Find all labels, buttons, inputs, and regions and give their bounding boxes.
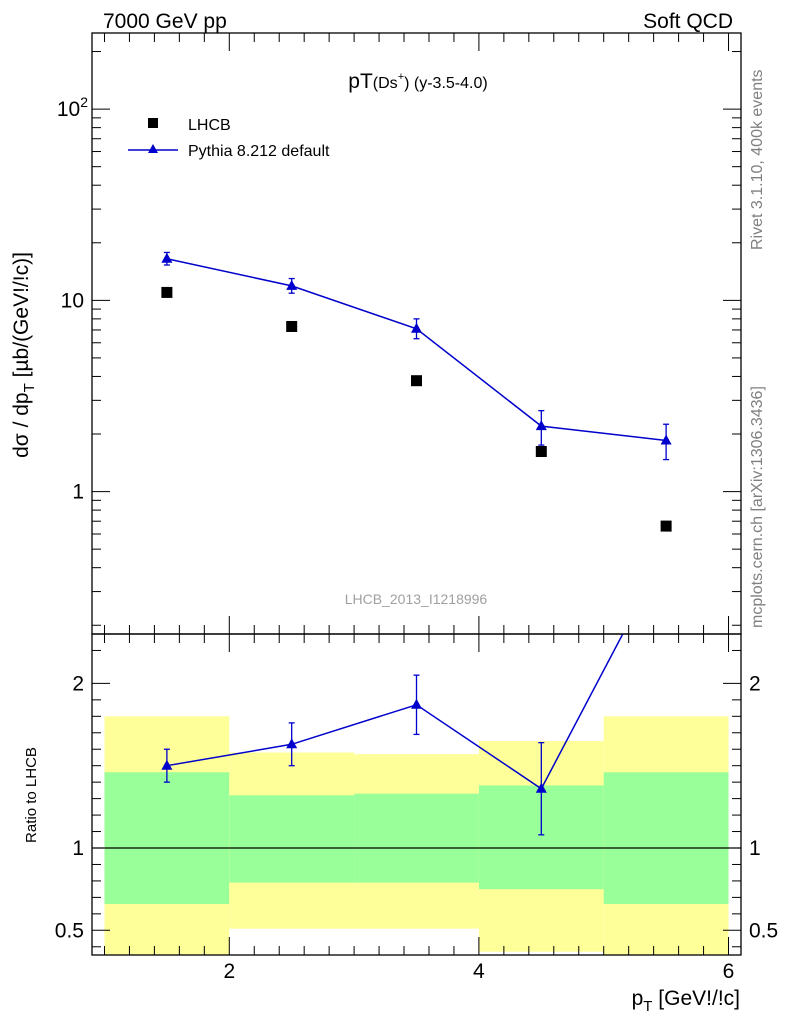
side-text-top: Rivet 3.1.10, 400k events	[749, 69, 766, 250]
ratio-data-point	[286, 738, 298, 749]
ratio-y-tick-label-right: 0.5	[749, 919, 778, 942]
pythia-data-point	[411, 322, 422, 333]
pythia-line	[166, 258, 667, 442]
pythia-data-point	[286, 279, 298, 290]
ratio-x-ticks: 2 4 6	[103, 634, 735, 983]
lhcb-data-point	[660, 520, 672, 532]
y-tick-label: 1	[72, 481, 84, 504]
ratio-data-point	[535, 782, 547, 793]
ratio-y-ticks: 0.5 0.5 1 1 2 2	[55, 649, 778, 948]
main-x-ticks	[103, 33, 730, 634]
legend-marker-lhcb	[148, 118, 158, 128]
green-uncertainty-band	[229, 795, 355, 883]
side-text-bottom: mcplots.cern.ch [arXiv:1306.3436]	[749, 386, 766, 628]
analysis-watermark: LHCB_2013_I1218996	[345, 591, 488, 607]
ratio-y-tick-label-left: 0.5	[55, 919, 84, 942]
legend: LHCB Pythia 8.212 default	[128, 117, 330, 160]
legend-label-lhcb: LHCB	[188, 117, 231, 134]
x-tick-label: 4	[473, 960, 485, 983]
green-uncertainty-band	[354, 793, 479, 883]
main-panel: 1 10 102 pT(Ds+) (y-3.5-4.0) LHCB Pythia 8…	[10, 32, 742, 635]
legend-marker-pythia	[148, 144, 158, 153]
lhcb-data-point	[411, 375, 422, 387]
pythia-data-point	[535, 420, 547, 431]
y-tick-label: 10	[61, 289, 84, 312]
ratio-series-group	[161, 634, 624, 836]
ratio-frame	[91, 633, 742, 956]
lhcb-data-point	[161, 286, 173, 298]
legend-label-pythia: Pythia 8.212 default	[188, 143, 330, 160]
green-uncertainty-band	[104, 772, 230, 904]
main-plot-area	[161, 251, 672, 532]
pythia-data-point	[660, 434, 672, 445]
plot-title: pT(Ds+) (y-3.5-4.0)	[348, 70, 487, 93]
header-right: Soft QCD	[643, 10, 733, 33]
ratio-y-tick-label-left: 1	[72, 837, 84, 860]
lhcb-data-point	[535, 446, 547, 458]
y-tick-label: 102	[57, 94, 88, 121]
ratio-y-tick-label-right: 1	[749, 837, 761, 860]
main-y-axis-label: dσ / dpT [µb/(GeV!/!c)]	[10, 252, 38, 458]
ratio-data-point	[411, 698, 422, 709]
ratio-uncertainty-bands	[104, 716, 729, 955]
ratio-panel: 0.5 0.5 1 1 2 2 2 4 6 Ratio to LHCB pT [GeV!/!c…	[23, 633, 778, 1015]
pythia-data-point	[161, 252, 173, 263]
lhcb-data-point	[286, 320, 298, 332]
green-uncertainty-band	[603, 772, 729, 904]
x-tick-label: 6	[723, 960, 735, 983]
ratio-y-tick-label-left: 2	[72, 672, 84, 695]
ratio-y-tick-label-right: 2	[749, 672, 761, 695]
header-left: 7000 GeV pp	[103, 10, 227, 33]
ratio-data-point	[161, 759, 173, 770]
main-y-ticks: 1 10 102	[57, 51, 741, 626]
x-tick-label: 2	[223, 960, 235, 983]
x-axis-label: pT [GeV!/!c]	[632, 987, 740, 1015]
ratio-y-axis-label: Ratio to LHCB	[23, 747, 40, 843]
ratio-plot-area	[161, 634, 624, 836]
